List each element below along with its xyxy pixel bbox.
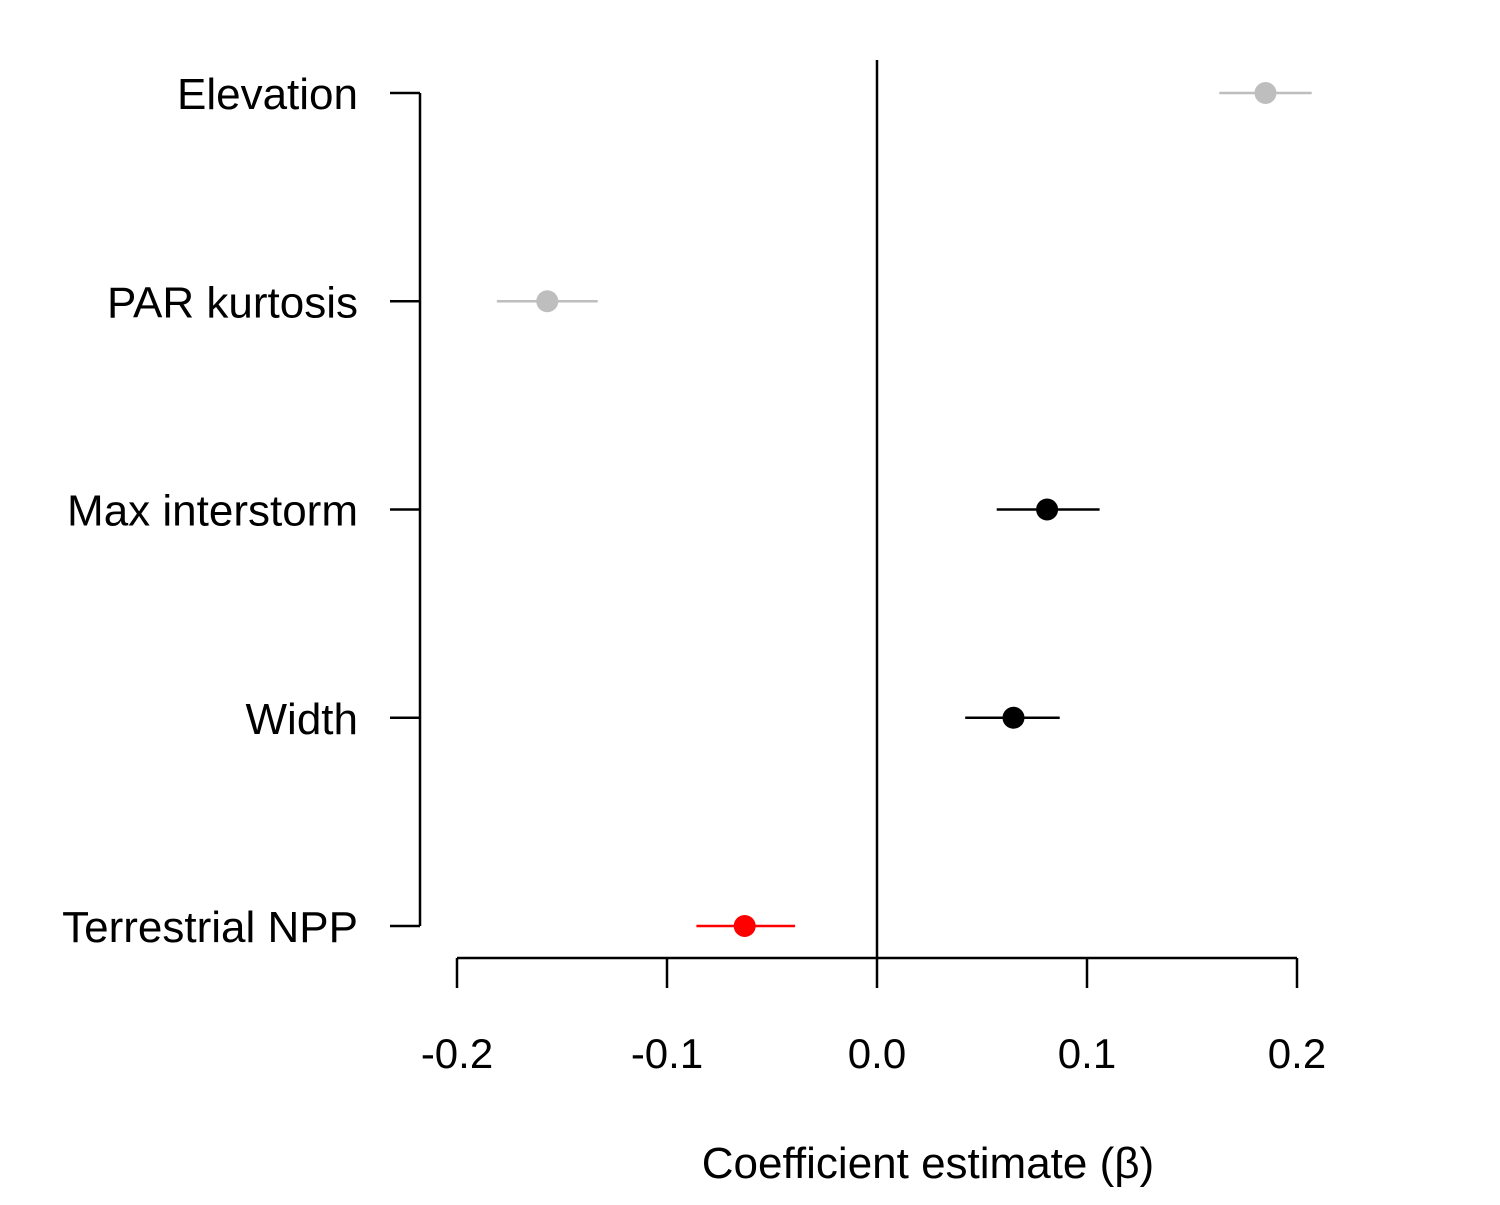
estimate-point (733, 915, 756, 937)
y-tick-label: Elevation (177, 70, 358, 119)
y-tick-label: Max interstorm (67, 487, 358, 536)
x-axis-title: Coefficient estimate (β) (702, 1139, 1154, 1188)
y-tick-label: PAR kurtosis (107, 278, 358, 327)
estimate-point (1002, 706, 1025, 729)
x-tick-label: 0.0 (848, 1030, 906, 1077)
estimate-point (536, 290, 559, 313)
x-tick-label: 0.1 (1058, 1030, 1116, 1077)
chart-marks (496, 82, 1312, 937)
estimate-point (1254, 82, 1277, 104)
y-tick-label: Terrestrial NPP (62, 903, 358, 952)
x-tick-label: -0.1 (631, 1030, 703, 1077)
axes: Elevation PAR kurtosis Max interstorm Width… (62, 60, 1326, 1077)
estimate-point (1036, 498, 1059, 521)
y-tick-label: Width (246, 695, 358, 744)
x-tick-label: 0.2 (1268, 1030, 1326, 1077)
x-tick-label: -0.2 (421, 1030, 493, 1077)
